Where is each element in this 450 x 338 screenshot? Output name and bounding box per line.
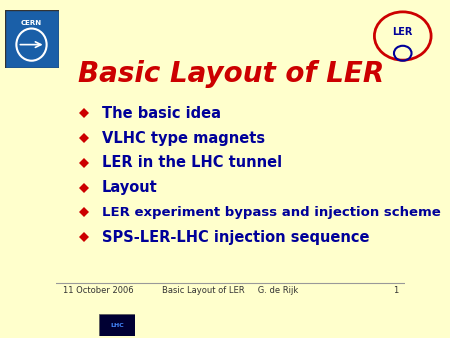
Text: LER: LER — [392, 27, 413, 37]
Text: Layout: Layout — [102, 180, 158, 195]
FancyBboxPatch shape — [4, 10, 59, 68]
Text: LER in the LHC tunnel: LER in the LHC tunnel — [102, 155, 282, 170]
Text: 11 October 2006: 11 October 2006 — [63, 286, 134, 295]
Text: LER experiment bypass and injection scheme: LER experiment bypass and injection sche… — [102, 206, 441, 219]
Text: 1: 1 — [393, 286, 398, 295]
Text: Basic Layout of LER: Basic Layout of LER — [77, 61, 384, 89]
Text: The basic idea: The basic idea — [102, 106, 220, 121]
Text: VLHC type magnets: VLHC type magnets — [102, 131, 265, 146]
Text: LHC: LHC — [110, 323, 124, 328]
Text: Basic Layout of LER     G. de Rijk: Basic Layout of LER G. de Rijk — [162, 286, 299, 295]
FancyBboxPatch shape — [99, 314, 135, 336]
Text: SPS-LER-LHC injection sequence: SPS-LER-LHC injection sequence — [102, 230, 369, 245]
Text: CERN: CERN — [21, 20, 42, 26]
